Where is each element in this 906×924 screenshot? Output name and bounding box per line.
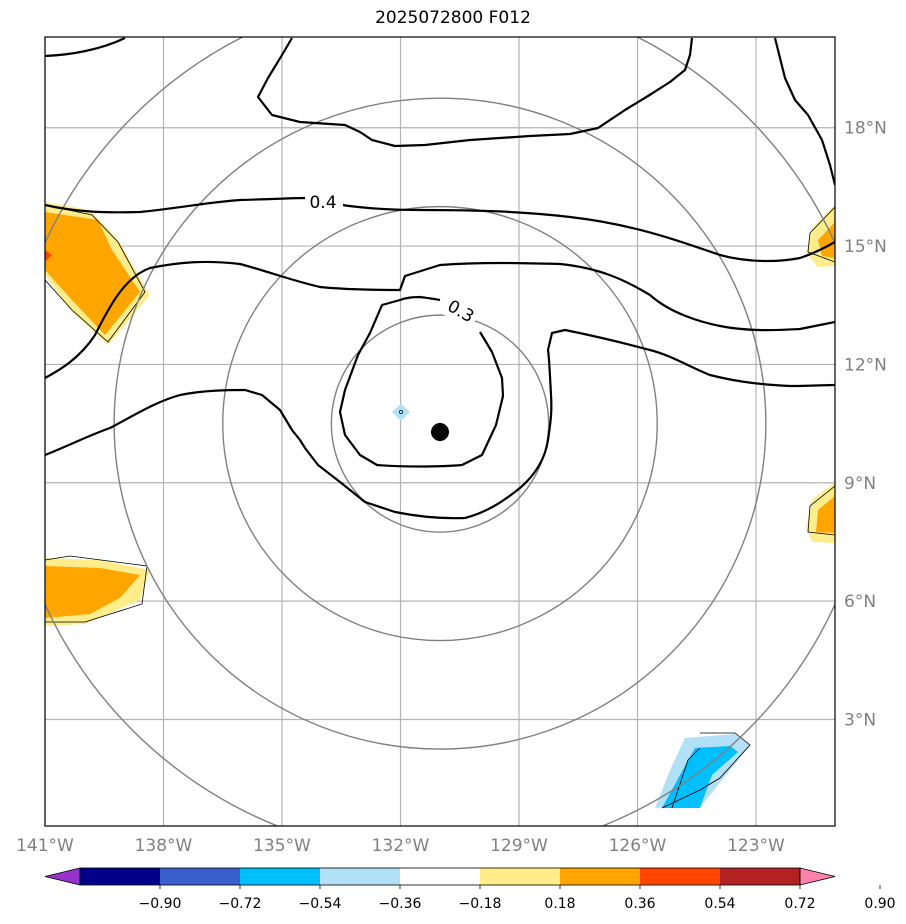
colorbar-tick-label-0: −0.90 <box>139 896 182 912</box>
x-tick-label-0: 141°W <box>16 836 74 856</box>
colorbar-segment-5 <box>480 868 561 885</box>
negative-anomaly-lower-right <box>655 732 751 809</box>
y-tick-label-3: 12°N <box>844 355 887 375</box>
range-ring-1 <box>222 205 658 642</box>
contour-lines <box>45 37 835 520</box>
colorbar-segment-1 <box>160 868 241 885</box>
contour-middle <box>45 260 835 379</box>
colorbar-segment-3 <box>320 868 401 885</box>
contour-top-right <box>773 37 835 186</box>
y-tick-label-0: 3°N <box>844 710 876 730</box>
contour-top-left <box>45 37 126 58</box>
colorbar-segment-6 <box>560 868 641 885</box>
y-tick-label-4: 15°N <box>844 237 887 257</box>
x-axis-labels: 141°W 138°W 135°W 132°W 129°W 126°W 123°W <box>16 836 785 856</box>
x-tick-label-5: 126°W <box>609 836 667 856</box>
negative-anomaly-small <box>392 404 410 421</box>
grid-lines <box>44 37 835 826</box>
range-rings <box>45 37 835 826</box>
contour-label-0.4: 0.4 <box>309 193 336 213</box>
colorbar-tick-label-6: 0.36 <box>624 896 655 912</box>
chart-title: 2025072800 F012 <box>375 8 531 28</box>
colorbar-tick-label-8: 0.72 <box>784 896 815 912</box>
contour-0.2 <box>45 328 835 520</box>
contour-upper-loop <box>256 37 694 148</box>
colorbar-segment-7 <box>640 868 721 885</box>
x-tick-label-4: 129°W <box>490 836 548 856</box>
storm-center-dot <box>431 423 449 441</box>
positive-anomaly-left-lower <box>45 555 150 626</box>
colorbar-segment-2 <box>240 868 321 885</box>
y-tick-label-1: 6°N <box>844 592 876 612</box>
colorbar-tick-label-9: 0.90 <box>864 896 895 912</box>
x-tick-label-2: 135°W <box>253 836 311 856</box>
x-tick-label-1: 138°W <box>135 836 193 856</box>
x-tick-label-3: 132°W <box>372 836 430 856</box>
colorbar: −0.90 −0.72 −0.54 −0.36 −0.18 0.18 0.36 0.54 0.7… <box>44 867 896 912</box>
colorbar-tick-label-4: −0.18 <box>459 896 502 912</box>
colorbar-segment-4 <box>400 868 481 885</box>
colorbar-frame <box>79 867 801 886</box>
colorbar-segment-0 <box>80 868 161 885</box>
range-ring-0 <box>330 314 550 533</box>
contour-0.3 <box>338 295 505 468</box>
colorbar-tick-label-5: 0.18 <box>544 896 575 912</box>
colorbar-tick-label-3: −0.36 <box>379 896 422 912</box>
colorbar-tick-label-2: −0.54 <box>299 896 342 912</box>
x-tick-label-6: 123°W <box>727 836 785 856</box>
y-tick-label-5: 18°N <box>844 119 887 139</box>
colorbar-segment-8 <box>720 868 801 885</box>
colorbar-extend-low <box>44 867 81 886</box>
plot-frame <box>44 36 836 827</box>
y-axis-labels: 3°N 6°N 9°N 12°N 15°N 18°N <box>844 119 887 731</box>
y-tick-label-2: 9°N <box>844 474 876 494</box>
positive-anomaly-left-upper <box>45 202 150 345</box>
colorbar-extend-high <box>799 867 836 886</box>
range-ring-2 <box>113 97 767 750</box>
positive-anomaly-right-middle <box>806 482 835 543</box>
colorbar-tick-label-7: 0.54 <box>704 896 735 912</box>
colorbar-tick-label-1: −0.72 <box>219 896 262 912</box>
contour-0.4 <box>45 196 835 263</box>
